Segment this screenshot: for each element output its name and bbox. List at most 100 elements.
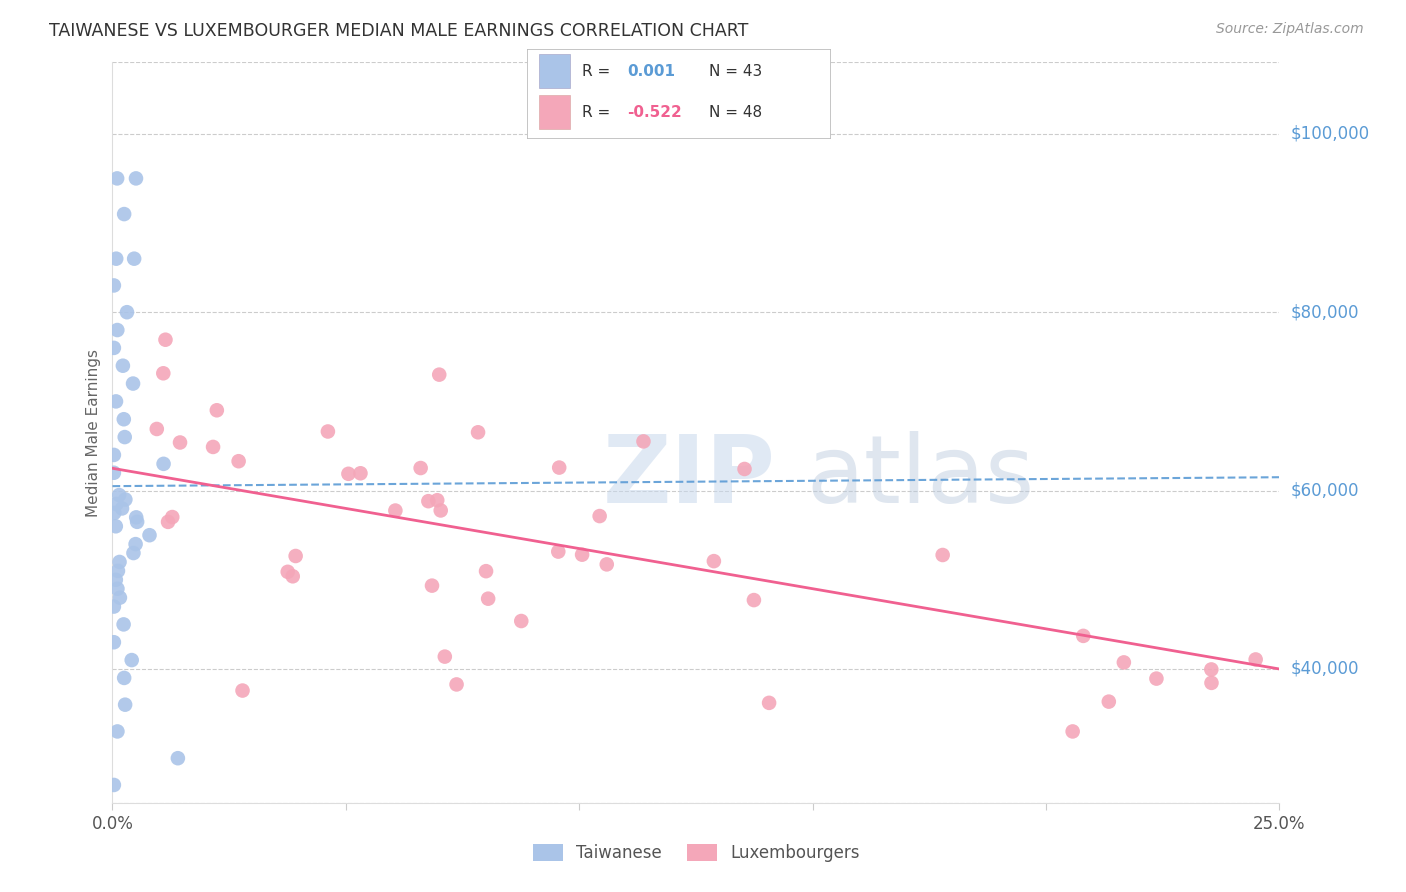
Text: N = 48: N = 48 <box>709 105 762 120</box>
Point <box>127 515 149 529</box>
Point <box>104 573 127 587</box>
Point <box>1112 656 1135 670</box>
Point <box>475 564 498 578</box>
Point <box>114 492 136 507</box>
Point <box>104 394 127 409</box>
Text: 0.001: 0.001 <box>627 64 675 78</box>
Point <box>103 599 125 614</box>
Point <box>1062 724 1084 739</box>
Point <box>1146 672 1168 686</box>
Text: $100,000: $100,000 <box>1291 125 1369 143</box>
Point <box>1071 629 1094 643</box>
Text: atlas: atlas <box>807 431 1035 523</box>
Point <box>1201 676 1223 690</box>
Point <box>114 698 136 712</box>
Point <box>104 519 127 533</box>
Point <box>742 593 765 607</box>
Point <box>548 460 571 475</box>
Point <box>162 510 184 524</box>
Point <box>121 653 143 667</box>
Text: $80,000: $80,000 <box>1291 303 1360 321</box>
Point <box>108 555 131 569</box>
Point <box>103 278 125 293</box>
Text: -0.522: -0.522 <box>627 105 682 120</box>
Point <box>114 430 136 444</box>
Text: $40,000: $40,000 <box>1291 660 1360 678</box>
Text: ZIP: ZIP <box>603 431 776 523</box>
Y-axis label: Median Male Earnings: Median Male Earnings <box>86 349 101 516</box>
Point <box>418 494 440 508</box>
Point <box>316 425 339 439</box>
Point <box>734 462 756 476</box>
Point <box>420 579 443 593</box>
Point <box>105 252 128 266</box>
Text: R =: R = <box>582 105 614 120</box>
Text: $60,000: $60,000 <box>1291 482 1360 500</box>
Point <box>467 425 489 440</box>
Point <box>427 368 450 382</box>
Legend: Taiwanese, Luxembourgers: Taiwanese, Luxembourgers <box>526 837 866 869</box>
Point <box>284 549 307 563</box>
Text: TAIWANESE VS LUXEMBOURGER MEDIAN MALE EARNINGS CORRELATION CHART: TAIWANESE VS LUXEMBOURGER MEDIAN MALE EA… <box>49 22 748 40</box>
Bar <box>540 95 569 129</box>
Point <box>103 805 125 819</box>
Point <box>228 454 250 468</box>
Point <box>384 503 406 517</box>
Point <box>157 515 180 529</box>
Point <box>510 614 533 628</box>
Text: Source: ZipAtlas.com: Source: ZipAtlas.com <box>1216 22 1364 37</box>
Point <box>633 434 655 449</box>
Point <box>205 403 228 417</box>
Point <box>103 778 125 792</box>
Point <box>107 582 129 596</box>
Point <box>111 359 134 373</box>
Point <box>547 544 569 558</box>
Point <box>1244 652 1267 666</box>
Point <box>146 422 169 436</box>
Point <box>231 683 253 698</box>
Point <box>124 537 146 551</box>
Point <box>281 569 304 583</box>
Point <box>429 503 451 517</box>
Point <box>931 548 953 562</box>
Point <box>169 435 191 450</box>
Point <box>108 488 131 502</box>
Point <box>167 751 190 765</box>
Point <box>596 558 619 572</box>
Text: R =: R = <box>582 64 614 78</box>
Point <box>571 548 593 562</box>
Point <box>103 506 125 520</box>
Point <box>758 696 780 710</box>
Point <box>111 501 134 516</box>
Point <box>277 565 299 579</box>
Point <box>105 323 128 337</box>
Point <box>446 677 468 691</box>
Point <box>105 497 128 511</box>
Point <box>103 635 125 649</box>
Point <box>122 546 145 560</box>
Point <box>103 341 125 355</box>
Point <box>107 724 129 739</box>
Point <box>202 440 225 454</box>
Point <box>152 366 174 380</box>
Point <box>108 591 131 605</box>
Point <box>105 171 128 186</box>
Point <box>103 448 125 462</box>
Point <box>152 457 174 471</box>
Point <box>138 528 160 542</box>
Point <box>122 252 145 266</box>
Point <box>1201 662 1223 676</box>
Point <box>115 305 138 319</box>
Point <box>125 510 148 524</box>
Text: N = 43: N = 43 <box>709 64 762 78</box>
Point <box>337 467 360 481</box>
Point <box>477 591 499 606</box>
Point <box>1098 695 1121 709</box>
Point <box>588 509 610 524</box>
Point <box>112 207 135 221</box>
Point <box>107 564 129 578</box>
Point <box>426 493 449 508</box>
Point <box>112 412 135 426</box>
Point <box>125 171 148 186</box>
Bar <box>540 54 569 88</box>
